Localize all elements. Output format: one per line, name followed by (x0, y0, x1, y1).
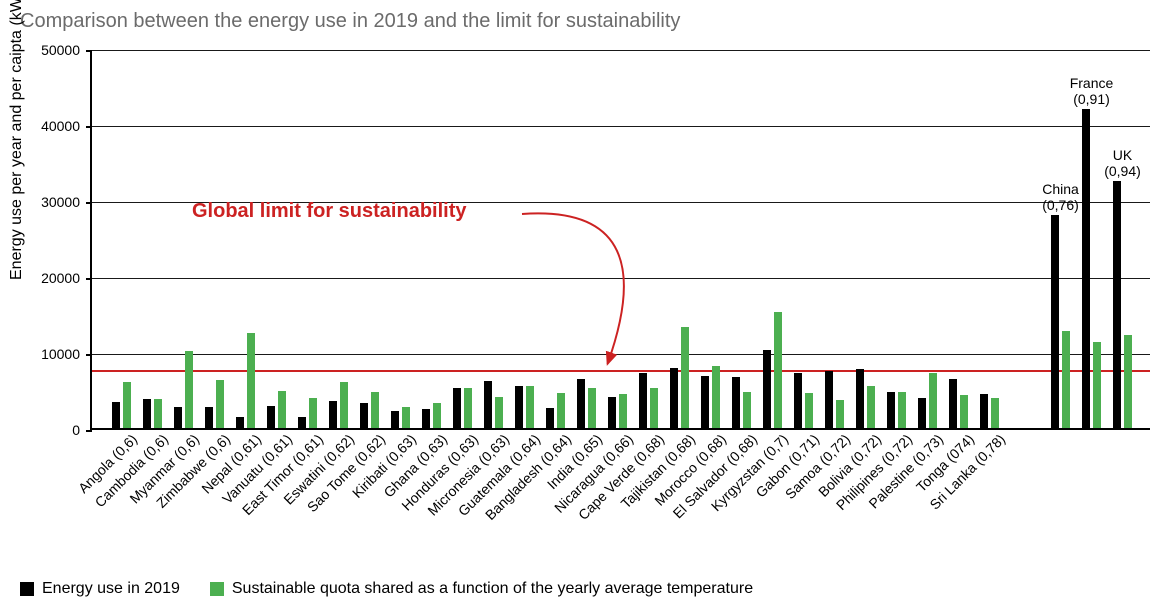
legend-label-energy: Energy use in 2019 (42, 580, 180, 598)
y-tick-label: 20000 (0, 270, 80, 286)
annotation-arrow (92, 50, 1152, 430)
legend-label-quota: Sustainable quota shared as a function o… (232, 580, 753, 598)
y-tick-label: 0 (0, 422, 80, 438)
y-tick-label: 50000 (0, 42, 80, 58)
y-tick-label: 30000 (0, 194, 80, 210)
y-tick-label: 40000 (0, 118, 80, 134)
legend-swatch-energy (20, 582, 34, 596)
chart-container: Comparison between the energy use in 201… (0, 0, 1168, 606)
plot-area: Angola (0,6)Cambodia (0,6)Myanmar (0,6)Z… (90, 50, 1150, 430)
chart-title: Comparison between the energy use in 201… (20, 10, 680, 33)
legend-swatch-quota (210, 582, 224, 596)
legend: Energy use in 2019 Sustainable quota sha… (20, 580, 753, 598)
y-tick-label: 10000 (0, 346, 80, 362)
